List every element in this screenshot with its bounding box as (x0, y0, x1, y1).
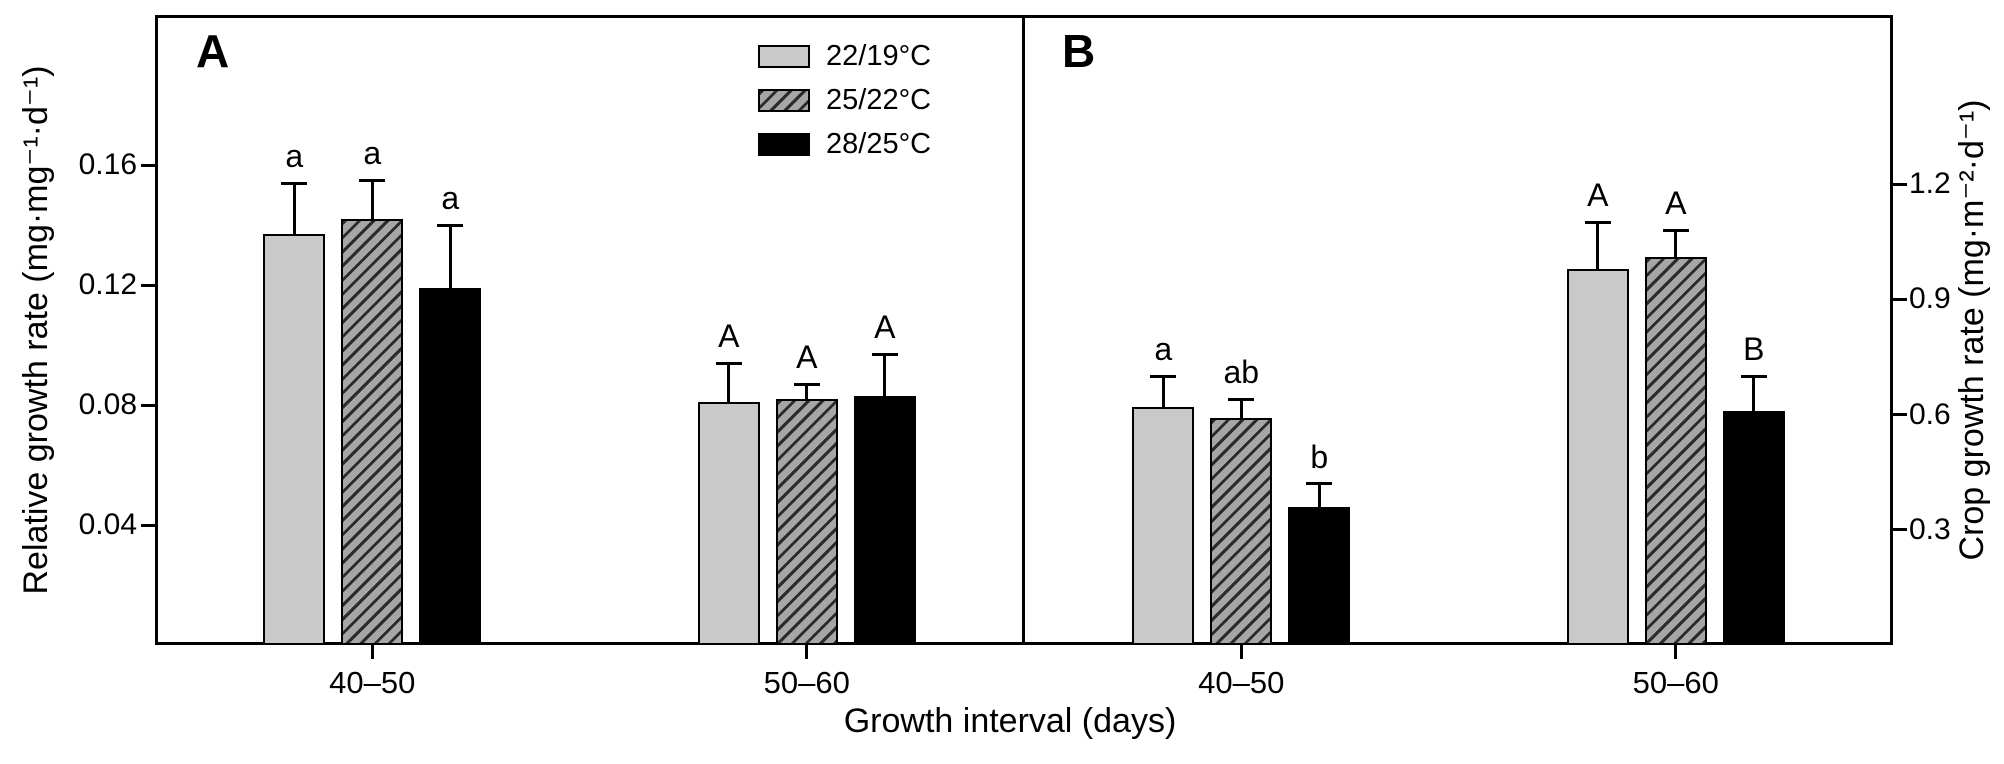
error-bar-cap (1228, 397, 1255, 401)
legend-label: 28/25°C (826, 128, 932, 160)
error-bar-cap (437, 223, 464, 227)
bar-light-gray (1566, 268, 1629, 645)
error-bar-cap (281, 181, 308, 185)
error-bar-stem (292, 183, 296, 234)
bar-hatched (1210, 418, 1273, 645)
bar-black (1722, 410, 1785, 645)
bar-light-gray (1132, 406, 1195, 645)
y-tick-label: 0.08 (78, 388, 137, 421)
error-bar-stem (1674, 230, 1678, 257)
significance-letter: a (1154, 331, 1173, 368)
panel-b-label: B (1062, 25, 1096, 77)
error-bar-cap (1662, 228, 1689, 232)
y-tick (141, 523, 155, 527)
y-tick-label: 0.3 (1909, 512, 1951, 546)
significance-letter: a (441, 180, 460, 216)
error-bar-stem (448, 225, 452, 288)
y-tick (141, 403, 155, 407)
x-tick (1239, 645, 1243, 659)
legend-swatch-black (758, 133, 810, 156)
y-tick (141, 283, 155, 287)
y-tick (141, 163, 155, 167)
error-bar-stem (1752, 376, 1756, 411)
significance-letter: A (796, 339, 818, 375)
y-tick (1893, 297, 1907, 301)
x-tick (1674, 645, 1678, 659)
legend-swatch-hatched (758, 89, 810, 112)
legend-item: 28/25°C (758, 128, 931, 161)
significance-letter: A (1587, 177, 1609, 214)
error-bar-stem (727, 363, 731, 402)
x-tick (805, 645, 809, 659)
error-bar-stem (370, 180, 374, 219)
bar-light-gray (697, 402, 760, 645)
error-bar-stem (1239, 399, 1243, 419)
bar-light-gray (263, 234, 326, 645)
significance-letter: A (1665, 185, 1687, 222)
significance-letter: B (1743, 331, 1765, 368)
panel-divider (1022, 15, 1025, 645)
error-bar-cap (1584, 220, 1611, 224)
legend-label: 22/19°C (826, 40, 932, 72)
significance-letter: ab (1223, 354, 1260, 391)
bar-hatched (775, 399, 838, 645)
error-bar-stem (805, 384, 809, 399)
error-bar-cap (1306, 482, 1333, 486)
error-bar-stem (1317, 483, 1321, 507)
bar-hatched (341, 219, 404, 645)
x-tick-label: 40–50 (1198, 665, 1285, 700)
y-tick-label: 0.04 (78, 508, 137, 541)
y-tick-label: 0.16 (78, 148, 137, 181)
x-tick-label: 40–50 (329, 665, 416, 700)
panel-a-label: A (196, 25, 230, 77)
error-bar-cap (715, 361, 742, 365)
bar-hatched (1644, 257, 1707, 645)
x-tick (370, 645, 374, 659)
x-tick-label: 50–60 (1632, 665, 1719, 700)
x-axis-title: Growth interval (days) (843, 702, 1177, 740)
significance-letter: A (874, 309, 896, 345)
error-bar-stem (883, 354, 887, 396)
legend-item: 25/22°C (758, 84, 931, 117)
error-bar-stem (1596, 222, 1600, 269)
error-bar-cap (1150, 374, 1177, 378)
legend-item: 22/19°C (758, 40, 931, 73)
legend: 22/19°C 25/22°C 28/25°C (758, 40, 931, 172)
legend-swatch-light-gray (758, 45, 810, 68)
x-tick-label: 50–60 (763, 665, 850, 700)
y-tick-label: 1.2 (1909, 167, 1951, 201)
bar-black (419, 288, 482, 645)
error-bar-cap (871, 352, 898, 356)
bar-black (853, 396, 916, 645)
error-bar-cap (359, 178, 386, 182)
significance-letter: A (718, 318, 740, 354)
y-tick-label: 0.12 (78, 268, 137, 301)
y-tick (1893, 528, 1907, 532)
y-tick-label: 0.9 (1909, 282, 1951, 316)
significance-letter: a (285, 138, 304, 174)
bar-black (1288, 506, 1351, 645)
error-bar-stem (1161, 376, 1165, 407)
y-tick-label: 0.6 (1909, 397, 1951, 431)
error-bar-cap (793, 382, 820, 386)
y-tick (1893, 413, 1907, 416)
y-tick (1893, 182, 1907, 186)
significance-letter: b (1310, 438, 1329, 475)
error-bar-cap (1740, 374, 1767, 378)
legend-label: 25/22°C (826, 84, 932, 116)
significance-letter: a (363, 135, 382, 171)
